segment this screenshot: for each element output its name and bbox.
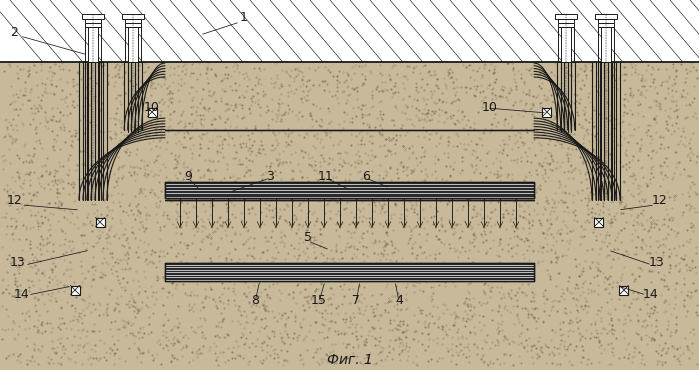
Text: 9: 9	[184, 169, 192, 182]
Bar	[598, 23, 614, 27]
Bar	[558, 27, 574, 62]
Bar	[122, 14, 144, 19]
Bar	[598, 27, 614, 62]
Text: 15: 15	[311, 293, 327, 306]
Bar	[82, 14, 104, 19]
Bar	[85, 23, 101, 27]
Text: 14: 14	[643, 289, 659, 302]
Text: 12: 12	[7, 194, 23, 206]
Bar	[558, 23, 574, 27]
Bar	[147, 108, 157, 117]
Bar	[601, 27, 611, 62]
Bar	[555, 14, 577, 19]
Text: 13: 13	[10, 256, 26, 269]
Bar	[558, 19, 574, 23]
Bar	[125, 19, 141, 23]
Bar	[85, 27, 101, 62]
Bar	[595, 14, 617, 19]
Bar	[125, 27, 141, 62]
Bar	[128, 27, 138, 62]
Text: 11: 11	[318, 169, 334, 182]
Text: 13: 13	[649, 256, 665, 269]
Bar	[125, 23, 141, 27]
Text: 5: 5	[304, 231, 312, 243]
Text: 6: 6	[362, 169, 370, 182]
Text: 3: 3	[266, 169, 274, 182]
Bar	[598, 19, 614, 23]
Bar	[85, 19, 101, 23]
Bar	[88, 27, 98, 62]
Bar	[595, 218, 603, 226]
Text: 2: 2	[10, 26, 18, 38]
Text: 8: 8	[251, 293, 259, 306]
Text: 12: 12	[652, 194, 668, 206]
Text: 7: 7	[352, 293, 360, 306]
Bar	[619, 286, 628, 295]
Text: 1: 1	[240, 10, 248, 24]
Bar	[542, 108, 552, 117]
Text: 10: 10	[144, 101, 160, 114]
Bar	[561, 27, 571, 62]
Text: 10: 10	[482, 101, 498, 114]
Bar	[71, 286, 80, 295]
Text: Фиг. 1: Фиг. 1	[327, 353, 373, 367]
Bar	[96, 218, 104, 226]
Text: 14: 14	[14, 289, 30, 302]
Text: 4: 4	[395, 293, 403, 306]
